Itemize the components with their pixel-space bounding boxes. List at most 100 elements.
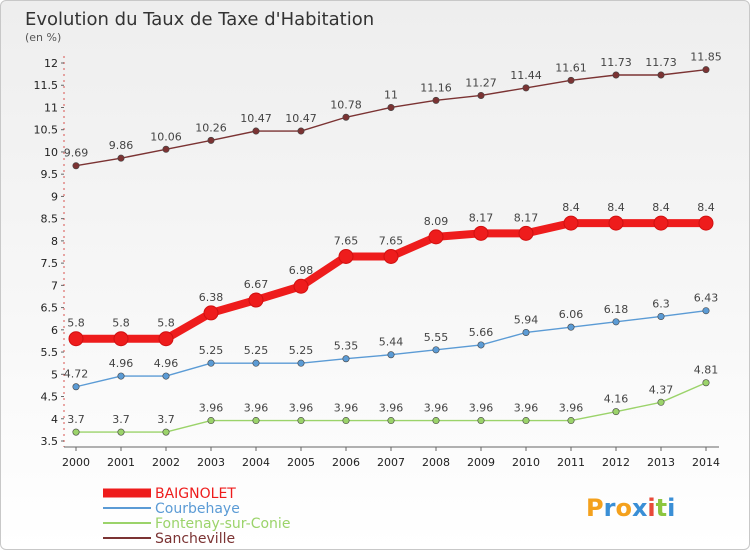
data-label: 5.55 xyxy=(424,331,449,344)
data-label: 5.8 xyxy=(67,317,85,330)
data-label: 10.47 xyxy=(285,112,317,125)
data-label: 6.43 xyxy=(694,292,719,305)
data-label: 11.85 xyxy=(690,51,722,64)
data-label: 11.73 xyxy=(645,56,677,69)
logo-letter: t xyxy=(656,494,667,522)
data-label: 7.65 xyxy=(334,234,359,247)
series-courbehaye xyxy=(72,307,710,391)
data-label: 3.96 xyxy=(199,402,224,415)
data-label: 10.47 xyxy=(240,112,272,125)
data-point xyxy=(72,162,80,170)
data-point xyxy=(477,341,485,349)
data-point xyxy=(248,292,264,308)
data-point xyxy=(563,215,579,231)
data-label: 8.4 xyxy=(607,201,625,214)
data-point xyxy=(68,331,84,347)
series-line xyxy=(75,68,707,167)
data-point xyxy=(252,127,260,135)
data-label: 10.78 xyxy=(330,98,362,111)
data-label: 11.73 xyxy=(600,56,632,69)
data-point xyxy=(117,428,125,436)
data-label: 3.7 xyxy=(157,413,175,426)
data-point xyxy=(338,248,354,264)
data-point xyxy=(207,359,215,367)
data-label: 4.96 xyxy=(154,357,179,370)
data-label: 11.27 xyxy=(465,76,497,89)
data-label: 11.44 xyxy=(510,69,542,82)
data-label: 6.38 xyxy=(199,291,224,304)
data-point xyxy=(612,408,620,416)
data-point xyxy=(518,225,534,241)
data-label: 4.37 xyxy=(649,383,674,396)
data-point xyxy=(608,215,624,231)
y-tick-label: 7 xyxy=(51,279,58,292)
data-point xyxy=(293,278,309,294)
data-point xyxy=(387,351,395,359)
data-point xyxy=(162,428,170,436)
data-label: 11 xyxy=(384,88,398,101)
x-tick-label: 2007 xyxy=(377,456,405,469)
logo-letter: i xyxy=(667,494,675,522)
legend-label: Fontenay-sur-Conie xyxy=(155,516,290,532)
data-point xyxy=(657,312,665,320)
data-point xyxy=(387,103,395,111)
axes: 3.5 4 4.5 5 5.5 6 6.5 7 7.5 8 8.5 9 9.5 10 10.5 11 11.5 1… xyxy=(34,56,720,469)
data-point xyxy=(207,136,215,144)
data-label: 3.96 xyxy=(559,402,584,415)
data-point xyxy=(477,417,485,425)
data-point xyxy=(117,154,125,162)
data-label: 10.26 xyxy=(195,121,227,134)
x-tick-label: 2010 xyxy=(512,456,540,469)
data-point xyxy=(702,307,710,315)
data-point xyxy=(473,225,489,241)
y-tick-label: 5 xyxy=(51,368,58,381)
chart-title: Evolution du Taux de Taxe d'Habitation xyxy=(25,9,374,30)
data-label: 9.69 xyxy=(64,147,89,160)
data-point xyxy=(297,359,305,367)
y-tick-label: 8 xyxy=(51,235,58,248)
logo-letter: P xyxy=(586,494,604,522)
y-tick-label: 11 xyxy=(44,101,58,114)
data-point xyxy=(567,76,575,84)
x-tick-label: 2012 xyxy=(602,456,630,469)
data-point xyxy=(113,331,129,347)
data-point xyxy=(612,318,620,326)
x-tick-label: 2013 xyxy=(647,456,675,469)
x-tick-label: 2003 xyxy=(197,456,225,469)
data-label: 5.35 xyxy=(334,340,359,353)
data-label: 3.7 xyxy=(67,413,85,426)
data-point xyxy=(567,323,575,331)
data-label: 8.4 xyxy=(562,201,580,214)
proxiti-logo: Proxiti xyxy=(586,494,675,522)
data-label: 3.96 xyxy=(244,402,269,415)
data-label: 6.18 xyxy=(604,303,629,316)
series-baignolet xyxy=(68,215,714,347)
y-tick-label: 5.5 xyxy=(41,346,59,359)
logo-letter: o xyxy=(615,494,632,522)
data-point xyxy=(522,417,530,425)
data-point xyxy=(297,127,305,135)
data-label: 5.66 xyxy=(469,326,494,339)
legend-label: Sancheville xyxy=(155,531,235,547)
x-tick-label: 2000 xyxy=(62,456,90,469)
data-label: 11.61 xyxy=(555,61,587,74)
data-point xyxy=(432,346,440,354)
y-tick-label: 12 xyxy=(44,57,58,70)
data-label: 3.7 xyxy=(112,413,130,426)
y-tick-label: 3.5 xyxy=(41,435,59,448)
data-label: 10.06 xyxy=(150,130,182,143)
data-point xyxy=(342,113,350,121)
legend: BAIGNOLETCourbehayeFontenay-sur-ConieSan… xyxy=(103,486,290,547)
x-tick-label: 2009 xyxy=(467,456,495,469)
data-label: 8.17 xyxy=(514,211,539,224)
legend-item: Sancheville xyxy=(103,531,235,547)
legend-label: Courbehaye xyxy=(155,501,240,517)
y-tick-label: 9.5 xyxy=(41,168,59,181)
data-point xyxy=(342,417,350,425)
series-sancheville xyxy=(72,66,710,170)
x-tick-label: 2014 xyxy=(692,456,720,469)
data-label: 5.8 xyxy=(157,317,175,330)
data-label: 9.86 xyxy=(109,139,134,152)
